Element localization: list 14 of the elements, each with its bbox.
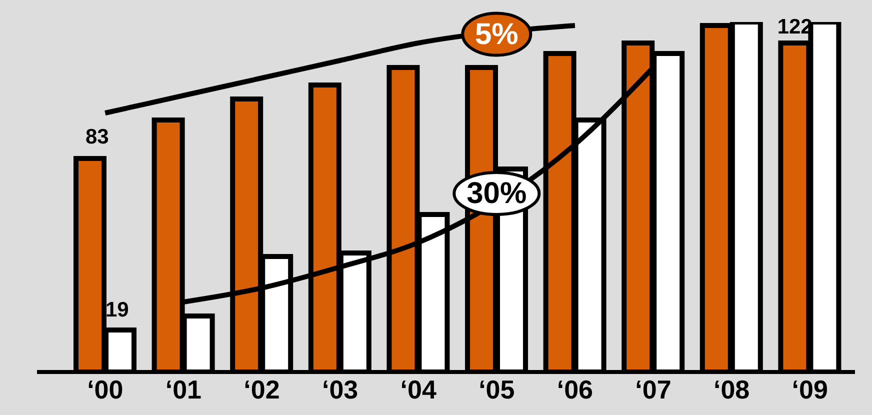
x-tick-label: ‘02 [244,374,280,404]
x-tick-label: ‘08 [713,374,750,404]
x-tick-label: ‘03 [322,374,358,404]
annotation: 5% [474,18,518,51]
annotation: 19 [105,298,129,322]
x-tick-label: ‘06 [556,374,594,404]
x-tick-label: ‘09 [792,374,828,404]
annotation: 30% [466,177,527,210]
x-tick-label: ‘00 [87,374,124,404]
x-tick-label: ‘01 [165,374,202,404]
x-tick-label: ‘07 [635,374,672,404]
x-tick-label: ‘04 [400,374,437,404]
annotation: 83 [85,126,109,148]
x-tick-label: ‘05 [478,374,515,404]
